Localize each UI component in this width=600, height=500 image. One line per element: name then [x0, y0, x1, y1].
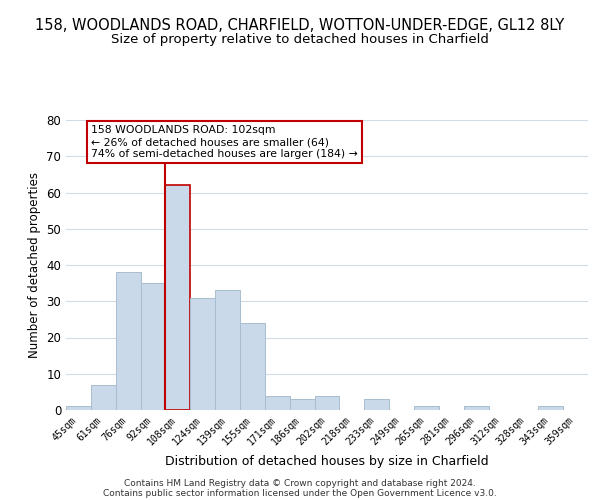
Text: 158, WOODLANDS ROAD, CHARFIELD, WOTTON-UNDER-EDGE, GL12 8LY: 158, WOODLANDS ROAD, CHARFIELD, WOTTON-U… — [35, 18, 565, 32]
Bar — [414, 406, 439, 410]
Bar — [190, 298, 215, 410]
Text: Size of property relative to detached houses in Charfield: Size of property relative to detached ho… — [111, 32, 489, 46]
Bar — [140, 283, 166, 410]
Bar — [538, 406, 563, 410]
X-axis label: Distribution of detached houses by size in Charfield: Distribution of detached houses by size … — [165, 455, 489, 468]
Bar — [314, 396, 340, 410]
Text: Contains public sector information licensed under the Open Government Licence v3: Contains public sector information licen… — [103, 488, 497, 498]
Bar — [66, 406, 91, 410]
Bar — [215, 290, 240, 410]
Bar — [290, 399, 314, 410]
Bar — [464, 406, 488, 410]
Bar — [166, 185, 190, 410]
Text: Contains HM Land Registry data © Crown copyright and database right 2024.: Contains HM Land Registry data © Crown c… — [124, 478, 476, 488]
Bar — [91, 384, 116, 410]
Text: 158 WOODLANDS ROAD: 102sqm
← 26% of detached houses are smaller (64)
74% of semi: 158 WOODLANDS ROAD: 102sqm ← 26% of deta… — [91, 126, 358, 158]
Bar — [116, 272, 140, 410]
Y-axis label: Number of detached properties: Number of detached properties — [28, 172, 41, 358]
Bar — [265, 396, 290, 410]
Bar — [364, 399, 389, 410]
Bar — [240, 323, 265, 410]
